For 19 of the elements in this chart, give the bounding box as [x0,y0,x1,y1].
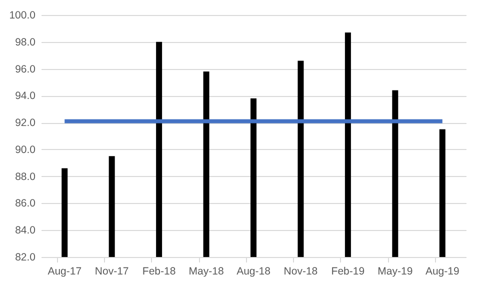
y-tick-label: 98.0 [15,36,36,48]
x-tick-label: May-19 [378,266,413,278]
y-tick-label: 90.0 [15,144,36,156]
y-tick-label: 92.0 [15,117,36,130]
y-tick-label: 96.0 [15,63,36,76]
x-tick-label: Aug-17 [48,266,82,278]
y-tick-label: 86.0 [15,198,36,210]
x-tick-label: Feb-19 [331,266,365,278]
x-tick-label: Aug-19 [425,266,460,278]
y-tick-label: 84.0 [15,224,36,237]
y-tick-label: 100.0 [9,10,36,22]
x-tick-label: Nov-18 [284,266,318,278]
x-tick-label: Feb-18 [142,266,176,278]
x-tick-label: Aug-18 [236,266,271,278]
x-tick-label: Nov-17 [94,266,129,278]
y-tick-label: 94.0 [15,90,36,102]
x-tick-label: May-18 [188,266,224,278]
y-tick-label: 82.0 [15,252,36,264]
y-tick-label: 88.0 [15,170,36,183]
